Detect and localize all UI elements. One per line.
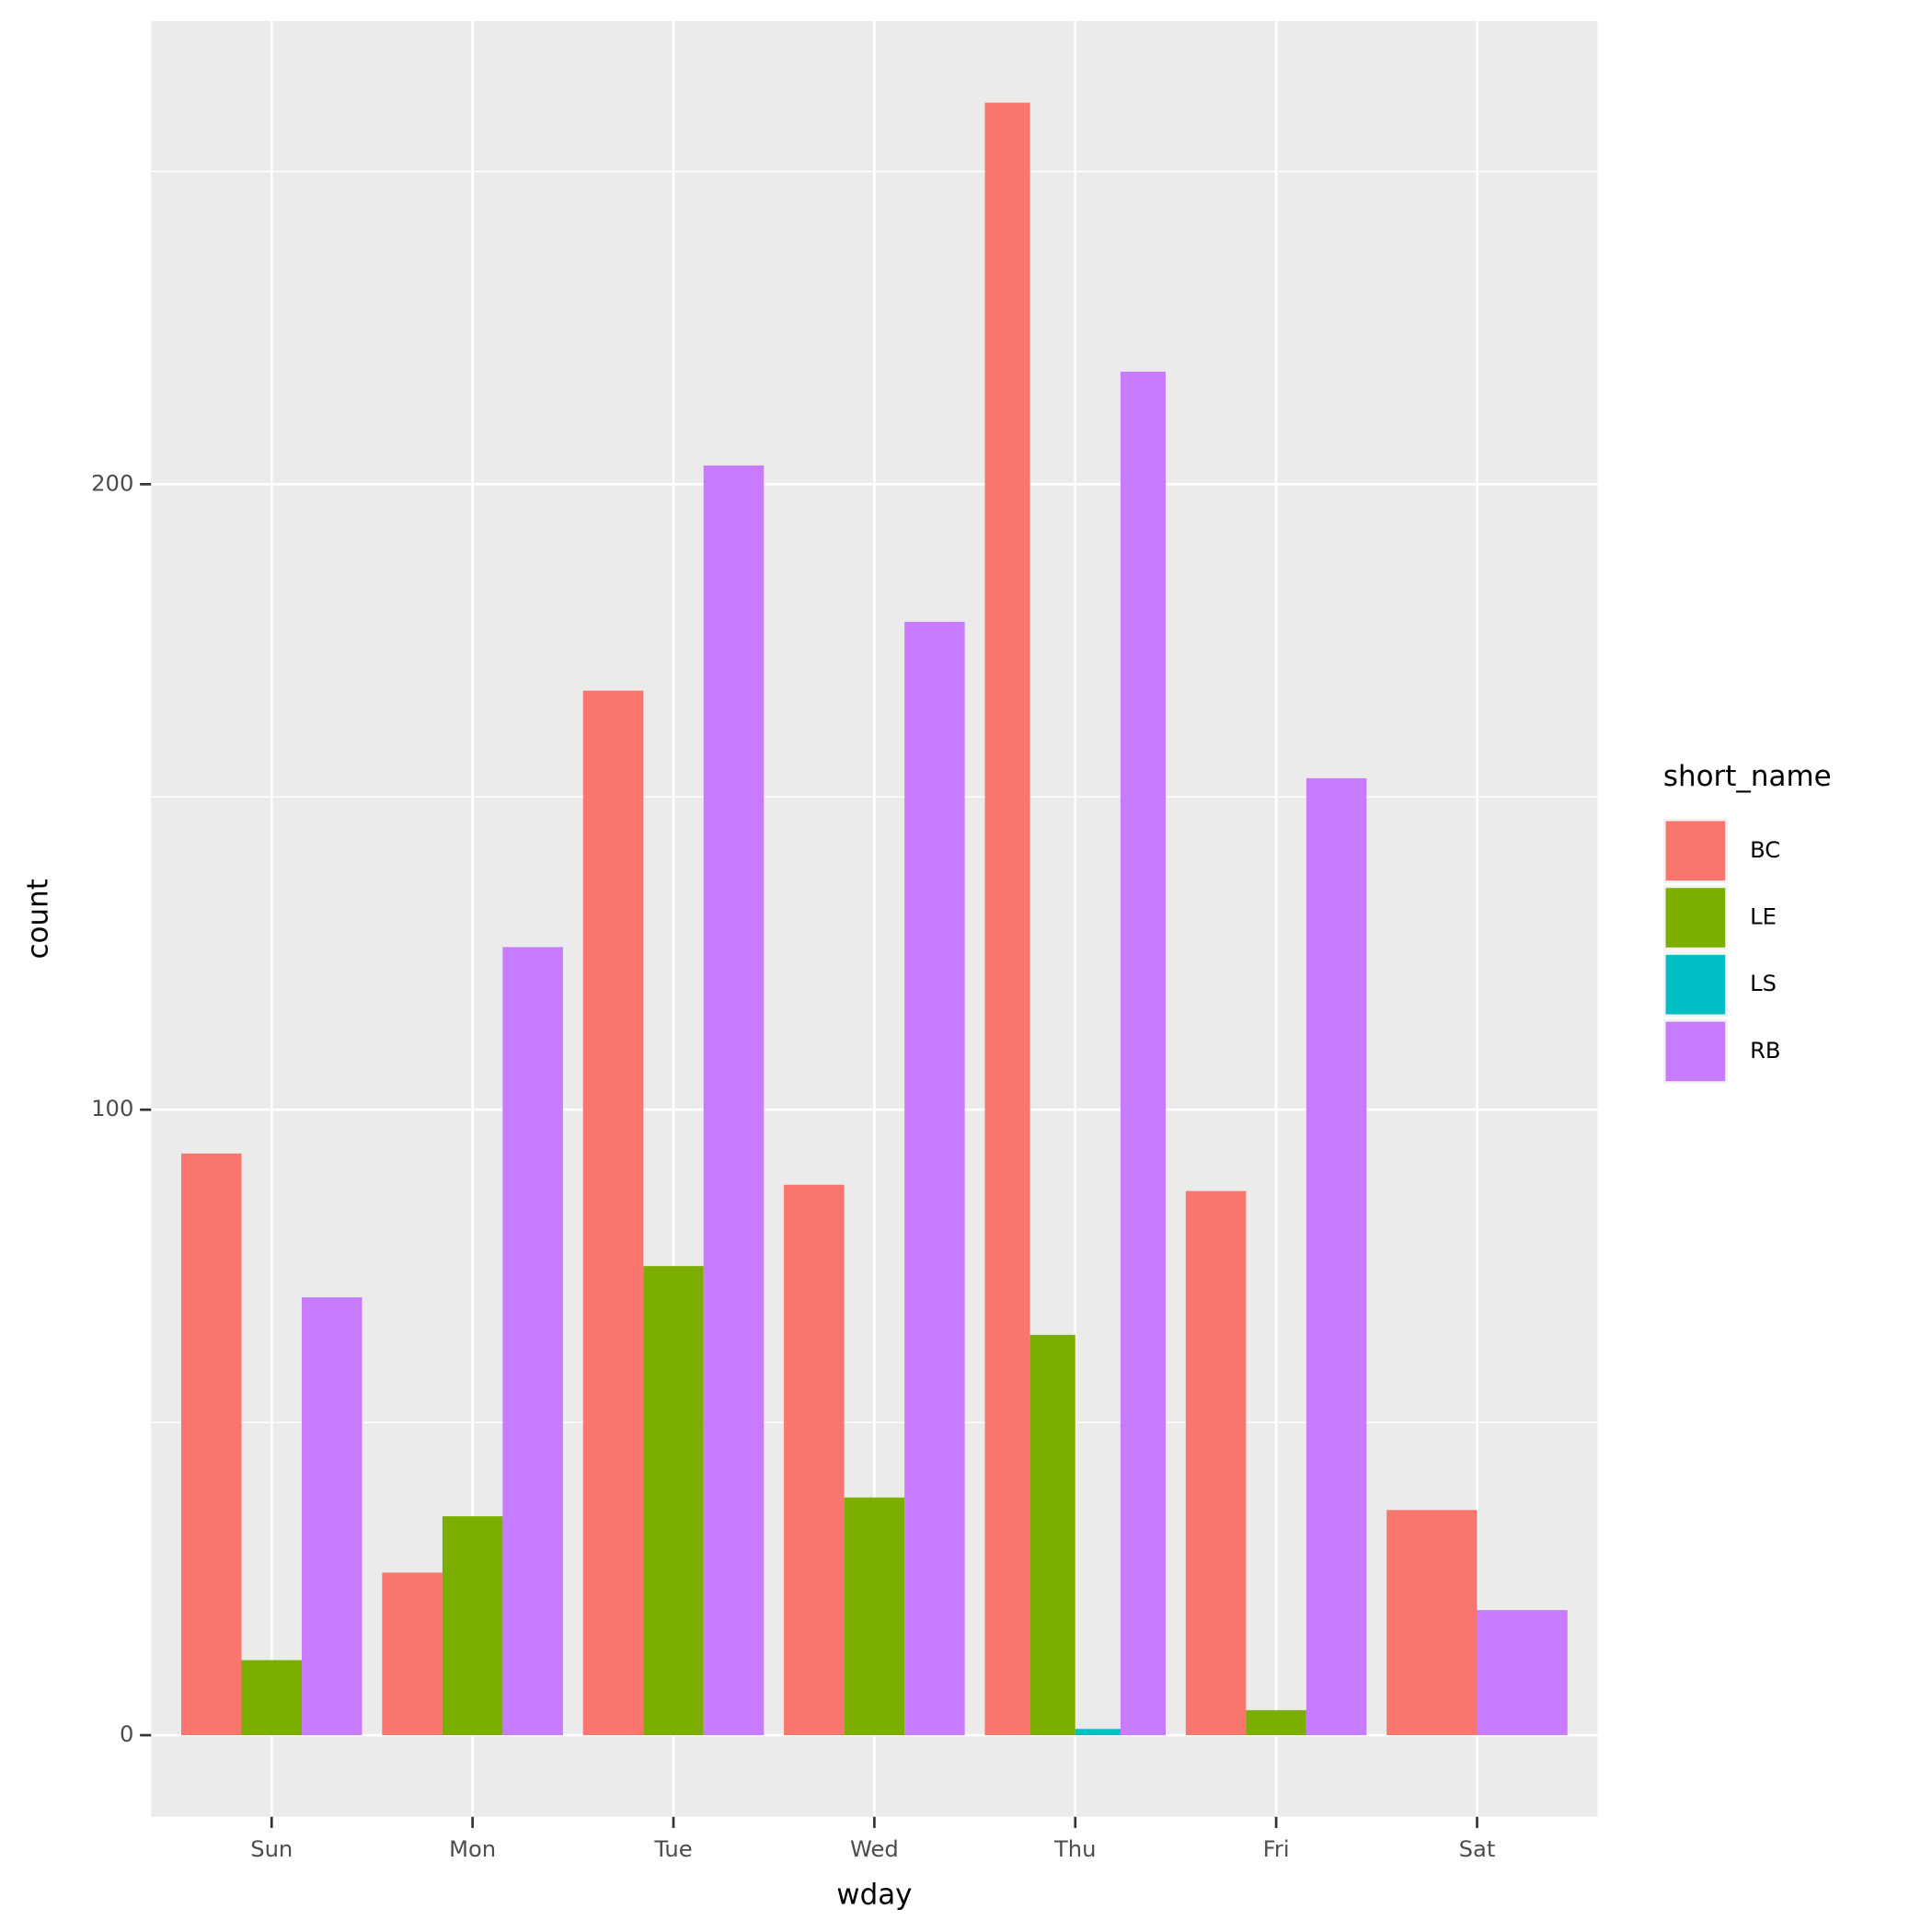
bar <box>382 1572 443 1736</box>
legend-swatch <box>1665 821 1726 881</box>
legend-label: LE <box>1750 904 1777 930</box>
x-axis-title: wday <box>836 1878 912 1911</box>
y-tick-label: 100 <box>91 1096 133 1121</box>
bar <box>844 1497 905 1736</box>
bar <box>502 947 563 1736</box>
bar <box>1305 777 1367 1736</box>
bar <box>1185 1190 1247 1736</box>
bar <box>180 1153 242 1736</box>
x-tick-label: Thu <box>1053 1836 1097 1862</box>
bar <box>1120 371 1167 1736</box>
bar <box>442 1516 503 1736</box>
bar <box>703 465 765 1736</box>
bar <box>1246 1709 1306 1736</box>
legend-title: short_name <box>1663 760 1832 793</box>
y-tick-label: 0 <box>120 1721 133 1747</box>
y-tick-label: 200 <box>91 470 133 496</box>
bar <box>643 1266 704 1736</box>
bar <box>1029 1334 1075 1736</box>
legend-label: RB <box>1750 1038 1780 1064</box>
x-tick-label: Wed <box>850 1836 899 1862</box>
x-tick-label: Fri <box>1263 1836 1290 1862</box>
bar <box>302 1297 362 1736</box>
legend-swatch <box>1665 1021 1726 1082</box>
bar <box>241 1660 303 1736</box>
bar <box>904 621 965 1736</box>
legend-swatch <box>1665 888 1726 948</box>
x-tick-label: Tue <box>653 1836 692 1862</box>
legend-swatch <box>1665 954 1726 1015</box>
y-axis-title: count <box>22 879 55 959</box>
x-tick-label: Sun <box>250 1836 293 1862</box>
bar <box>984 102 1030 1736</box>
bar <box>1477 1610 1568 1736</box>
bar <box>784 1184 845 1736</box>
bar <box>1075 1729 1121 1736</box>
x-tick-label: Mon <box>449 1836 496 1862</box>
bar <box>582 690 644 1736</box>
legend-label: BC <box>1750 837 1780 863</box>
x-tick-label: Sat <box>1459 1836 1496 1862</box>
bar <box>1386 1510 1478 1736</box>
legend-label: LS <box>1750 971 1777 996</box>
